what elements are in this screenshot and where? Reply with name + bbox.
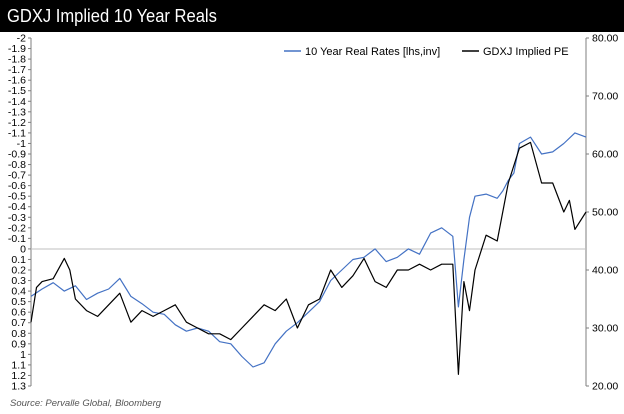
real-rates-line	[30, 132, 587, 368]
left-tick-label: -0.7	[8, 170, 26, 182]
chart-title: GDXJ Implied 10 Year Reals	[7, 6, 217, 26]
left-tick-label: -0.6	[8, 180, 26, 192]
right-tick-label: 60.00	[592, 149, 618, 161]
left-tick-label: 0.5	[11, 296, 26, 308]
legend-label-gdxj-pe: GDXJ Implied PE	[483, 46, 569, 58]
right-axis-ticks: 20.00 30.00 40.00 50.00 60.00 70.00 80.00	[586, 33, 618, 393]
right-tick-label: 40.00	[592, 265, 618, 277]
left-tick-label: 0	[20, 243, 26, 255]
left-tick-label: -1.9	[8, 43, 26, 55]
left-tick-label: 0.6	[11, 307, 26, 319]
left-tick-label: -0.1	[8, 233, 26, 245]
left-tick-label: -0.2	[8, 222, 26, 234]
legend-label-real-rates: 10 Year Real Rates [lhs,inv]	[305, 46, 440, 58]
left-tick-label: 1.3	[11, 381, 26, 393]
left-tick-label: 0.2	[11, 265, 26, 277]
left-tick-label: 0.8	[11, 328, 26, 340]
left-tick-label: -1.6	[8, 75, 26, 87]
left-tick-label: 1.2	[11, 370, 26, 382]
left-tick-label: 0.7	[11, 317, 26, 329]
left-tick-label: -1.2	[8, 117, 26, 129]
left-tick-label: -1	[17, 138, 26, 150]
left-tick-label: -2	[17, 33, 26, 45]
left-axis-ticks: -2-1.9-1.8-1.7-1.6-1.5-1.4-1.3-1.2-1.1-1…	[8, 33, 31, 393]
left-tick-label: -1.5	[8, 85, 26, 97]
left-tick-label: -1.8	[8, 54, 26, 66]
left-tick-label: -0.3	[8, 212, 26, 224]
source-note: Source: Pervalle Global, Bloomberg	[10, 398, 162, 409]
title-bar: GDXJ Implied 10 Year Reals	[0, 0, 624, 32]
left-tick-label: 1.1	[11, 359, 26, 371]
legend: 10 Year Real Rates [lhs,inv] GDXJ Implied…	[284, 46, 569, 58]
left-tick-label: -1.1	[8, 127, 26, 139]
left-tick-label: 1	[20, 349, 26, 361]
left-tick-label: 0.9	[11, 338, 26, 350]
right-tick-label: 20.00	[592, 381, 618, 393]
left-tick-label: -1.3	[8, 106, 26, 118]
right-tick-label: 50.00	[592, 207, 618, 219]
left-tick-label: 0.3	[11, 275, 26, 287]
left-tick-label: 0.4	[11, 286, 26, 298]
left-tick-label: -0.8	[8, 159, 26, 171]
left-tick-label: 0.1	[11, 254, 26, 266]
gdxj-pe-line	[30, 141, 587, 375]
left-tick-label: -1.7	[8, 64, 26, 76]
series-lines	[30, 132, 587, 375]
left-tick-label: -0.4	[8, 201, 26, 213]
right-tick-label: 80.00	[592, 33, 618, 45]
left-tick-label: -1.4	[8, 96, 26, 108]
right-tick-label: 70.00	[592, 91, 618, 103]
left-tick-label: -0.5	[8, 191, 26, 203]
right-tick-label: 30.00	[592, 323, 618, 335]
left-tick-label: -0.9	[8, 149, 26, 161]
